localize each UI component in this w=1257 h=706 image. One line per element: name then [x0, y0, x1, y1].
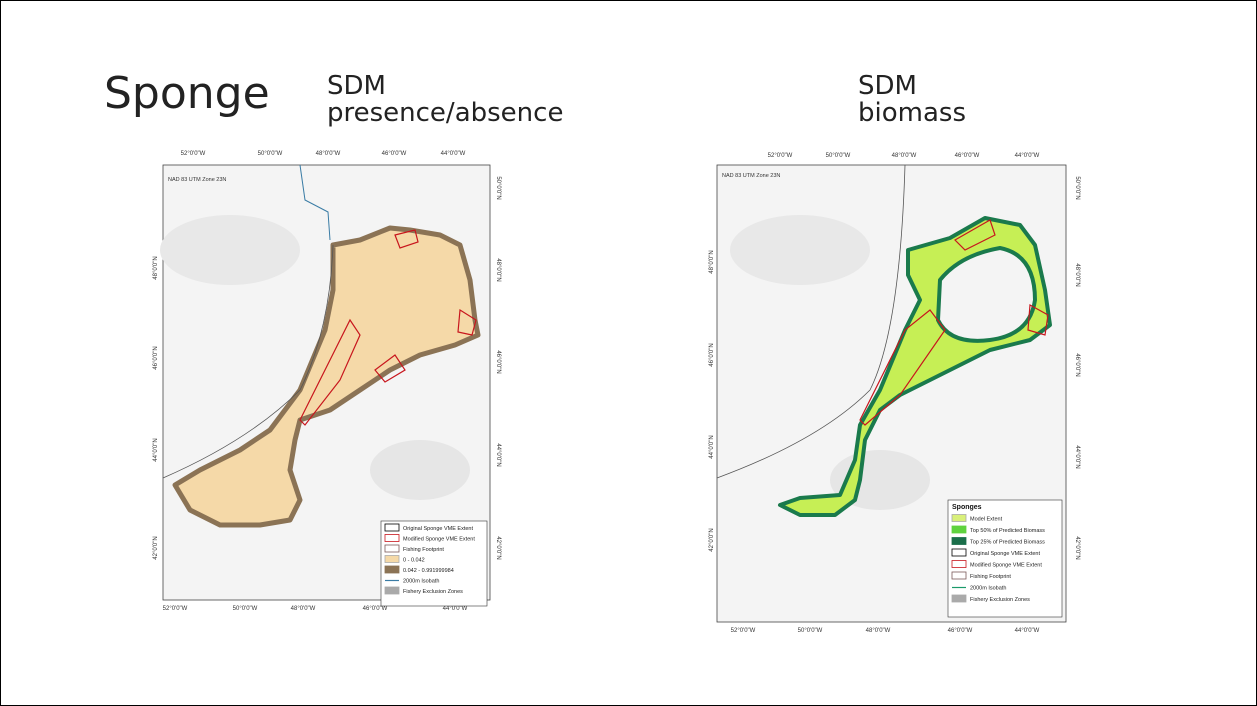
longitude-label: 52°0'0"W [731, 628, 756, 634]
longitude-label: 46°0'0"W [955, 153, 980, 159]
legend-label: Modified Sponge VME Extent [970, 563, 1042, 569]
longitude-label: 52°0'0"W [163, 606, 188, 612]
longitude-label: 48°0'0"W [291, 606, 316, 612]
legend-label: Model Extent [970, 517, 1003, 523]
latitude-label: 42°0'0"N [495, 536, 501, 559]
legend-label: Top 25% of Predicted Biomass [970, 540, 1045, 546]
bathymetry [730, 215, 870, 285]
legend-swatch [385, 566, 399, 573]
longitude-label: 48°0'0"W [866, 628, 891, 634]
legend-swatch [952, 572, 966, 579]
legend-label: Fishery Exclusion Zones [403, 589, 463, 595]
bathymetry [160, 215, 300, 285]
legend-label: 2000m Isobath [403, 579, 439, 585]
legend-label: Fishing Footprint [970, 574, 1011, 580]
latitude-label: 46°0'0"N [709, 343, 715, 366]
legend-label: Original Sponge VME Extent [970, 551, 1040, 557]
bathymetry [370, 440, 470, 500]
longitude-label: 48°0'0"W [892, 153, 917, 159]
legend-label: 0 - 0.042 [403, 558, 425, 564]
longitude-label: 46°0'0"W [382, 151, 407, 157]
legend-swatch [385, 535, 399, 542]
longitude-label: 50°0'0"W [233, 606, 258, 612]
longitude-label: 50°0'0"W [798, 628, 823, 634]
longitude-label: 50°0'0"W [258, 151, 283, 157]
longitude-label: 52°0'0"W [768, 153, 793, 159]
latitude-label: 46°0'0"N [153, 346, 159, 369]
legend-swatch [952, 538, 966, 545]
legend-swatch [952, 595, 966, 602]
projection-label: NAD 83 UTM Zone 23N [722, 173, 780, 179]
latitude-label: 46°0'0"N [495, 350, 501, 373]
legend-swatch [952, 561, 966, 568]
legend-swatch [952, 515, 966, 522]
latitude-label: 42°0'0"N [153, 536, 159, 559]
longitude-label: 44°0'0"W [1015, 153, 1040, 159]
legend-swatch [385, 545, 399, 552]
longitude-label: 46°0'0"W [948, 628, 973, 634]
legend-title: Sponges [952, 504, 982, 511]
latitude-label: 44°0'0"N [153, 438, 159, 461]
latitude-label: 50°0'0"N [1074, 176, 1080, 199]
longitude-label: 44°0'0"W [443, 606, 468, 612]
latitude-label: 44°0'0"N [495, 443, 501, 466]
latitude-label: 48°0'0"N [153, 256, 159, 279]
slide-title: Sponge [104, 68, 270, 119]
longitude-label: 50°0'0"W [826, 153, 851, 159]
latitude-label: 42°0'0"N [1074, 536, 1080, 559]
latitude-label: 50°0'0"N [495, 176, 501, 199]
legend-swatch [952, 526, 966, 533]
latitude-label: 48°0'0"N [709, 250, 715, 273]
latitude-label: 42°0'0"N [709, 528, 715, 551]
latitude-label: 48°0'0"N [495, 258, 501, 281]
legend-swatch [385, 556, 399, 563]
latitude-label: 46°0'0"N [1074, 353, 1080, 376]
legend-label: 2000m Isobath [970, 586, 1006, 592]
legend-label: Fishery Exclusion Zones [970, 597, 1030, 603]
longitude-label: 44°0'0"W [1015, 628, 1040, 634]
legend-label: Top 50% of Predicted Biomass [970, 528, 1045, 534]
map-subtitle: biomass [858, 98, 966, 128]
legend-swatch [385, 587, 399, 594]
legend-label: Original Sponge VME Extent [403, 526, 473, 532]
legend-label: 0.042 - 0.991999984 [403, 568, 454, 574]
latitude-label: 44°0'0"N [709, 435, 715, 458]
latitude-label: 48°0'0"N [1074, 263, 1080, 286]
legend-swatch [952, 549, 966, 556]
legend-label: Modified Sponge VME Extent [403, 537, 475, 543]
longitude-label: 44°0'0"W [441, 151, 466, 157]
longitude-label: 48°0'0"W [316, 151, 341, 157]
map-subtitle: SDM [858, 71, 917, 101]
legend-swatch [385, 524, 399, 531]
map-subtitle: presence/absence [327, 98, 563, 128]
projection-label: NAD 83 UTM Zone 23N [168, 177, 226, 183]
longitude-label: 52°0'0"W [181, 151, 206, 157]
slide: Sponge SDMpresence/absenceNAD 83 UTM Zon… [0, 0, 1257, 706]
longitude-label: 46°0'0"W [363, 606, 388, 612]
legend-label: Fishing Footprint [403, 547, 444, 553]
map-subtitle: SDM [327, 71, 386, 101]
latitude-label: 44°0'0"N [1074, 445, 1080, 468]
